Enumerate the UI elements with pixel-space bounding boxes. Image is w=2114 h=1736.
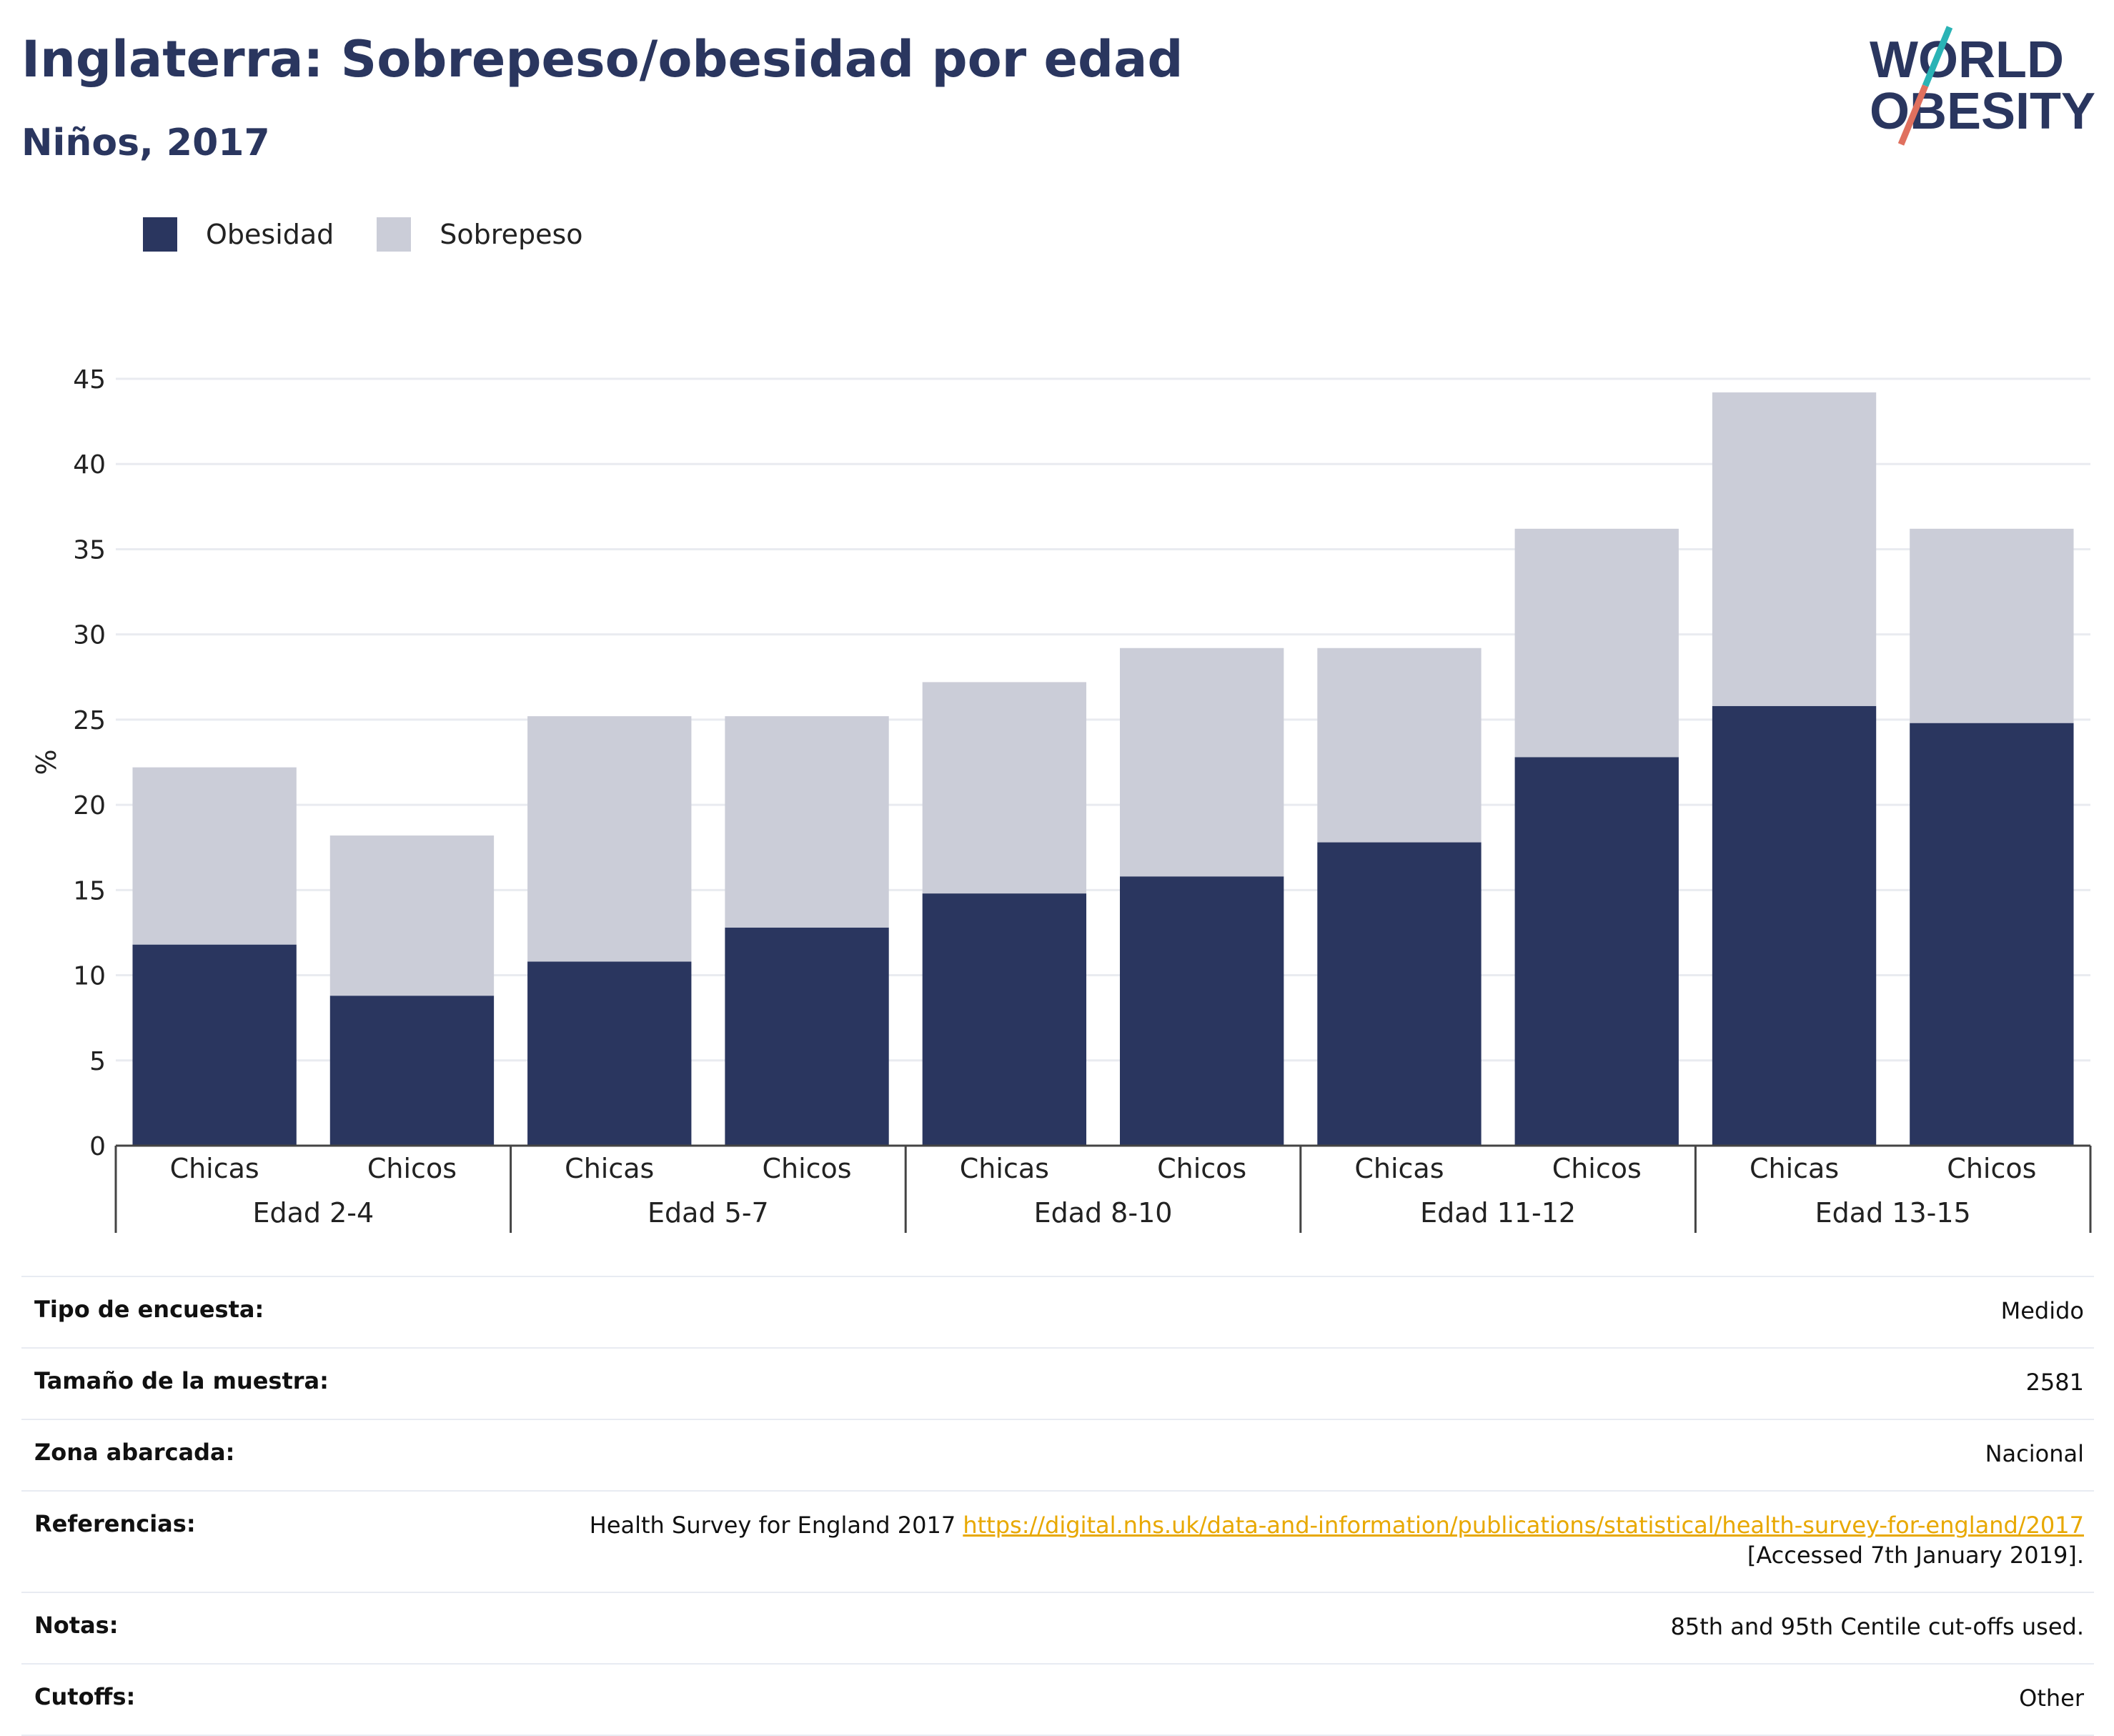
y-tick-label: 35 — [73, 535, 106, 565]
bar-overweight — [527, 716, 692, 962]
bar-overweight — [725, 716, 889, 928]
chart-subtitle: Niños, 2017 — [21, 121, 270, 164]
info-value: Other — [2019, 1685, 2084, 1712]
bar-overweight — [922, 682, 1087, 894]
bar-overweight — [1712, 392, 1877, 706]
legend-item-overweight: Sobrepeso — [377, 217, 583, 252]
info-row-cutoffs: Cutoffs: Other — [21, 1663, 2094, 1736]
y-tick-label: 15 — [73, 876, 106, 906]
chart-title: Inglaterra: Sobrepeso/obesidad por edad — [21, 30, 1183, 89]
info-key: Referencias: — [34, 1510, 196, 1537]
legend-swatch-overweight — [377, 217, 412, 252]
world-obesity-logo: WORLD OBESITY — [1870, 26, 2095, 146]
x-tick-label: Chicos — [367, 1153, 457, 1184]
x-group-label: Edad 2-4 — [252, 1197, 374, 1229]
info-value: Nacional — [1985, 1440, 2084, 1467]
y-tick-label: 10 — [73, 962, 106, 991]
chart-legend: Obesidad Sobrepeso — [143, 214, 626, 254]
y-tick-label: 45 — [73, 365, 106, 395]
y-tick-label: 0 — [89, 1132, 106, 1161]
bar-obesity — [132, 944, 297, 1146]
info-key: Tipo de encuesta: — [34, 1296, 264, 1323]
legend-swatch-obesity — [143, 217, 177, 252]
info-row-area: Zona abarcada: Nacional — [21, 1419, 2094, 1490]
logo-line-1: WORLD — [1870, 31, 2064, 89]
x-tick-label: Chicas — [1354, 1153, 1444, 1184]
x-tick-label: Chicas — [1750, 1153, 1839, 1184]
x-tick-label: Chicas — [565, 1153, 654, 1184]
x-group-label: Edad 11-12 — [1420, 1197, 1576, 1229]
bar-overweight — [1317, 648, 1482, 843]
bar-obesity — [1514, 757, 1679, 1146]
bar-obesity — [1712, 705, 1877, 1146]
info-key: Notas: — [34, 1612, 119, 1639]
stacked-bar-chart: 0 5 10 15 20 25 30 35 40 45% Chicas Chicos Chicas Chi… — [31, 365, 2092, 1233]
bar-overweight — [329, 835, 495, 996]
bar-obesity — [725, 927, 889, 1146]
bar-overweight — [1119, 648, 1284, 877]
info-row-notes: Notas: 85th and 95th Centile cut-offs us… — [21, 1592, 2094, 1663]
bar-obesity — [1910, 723, 2074, 1146]
legend-label-overweight: Sobrepeso — [440, 219, 583, 250]
x-group-label: Edad 13-15 — [1815, 1197, 1971, 1229]
y-tick-label: 40 — [73, 450, 106, 480]
reference-accessed: [Accessed 7th January 2019]. — [1747, 1542, 2084, 1569]
info-key: Zona abarcada: — [34, 1439, 235, 1466]
info-value: Medido — [2000, 1297, 2084, 1324]
x-tick-label: Chicos — [1947, 1153, 2036, 1184]
y-tick-label: 30 — [73, 621, 106, 650]
reference-link[interactable]: https://digital.nhs.uk/data-and-informat… — [963, 1512, 2084, 1539]
bar-obesity — [1317, 842, 1482, 1146]
x-group-label: Edad 8-10 — [1034, 1197, 1173, 1229]
bar-obesity — [527, 961, 692, 1146]
x-tick-label: Chicas — [170, 1153, 259, 1184]
x-tick-label: Chicos — [762, 1153, 851, 1184]
x-tick-label: Chicas — [960, 1153, 1049, 1184]
x-tick-label: Chicos — [1157, 1153, 1246, 1184]
y-axis-label: % — [31, 749, 62, 775]
bar-overweight — [1910, 528, 2074, 723]
info-key: Tamaño de la muestra: — [34, 1367, 329, 1394]
info-row-survey-type: Tipo de encuesta: Medido — [21, 1276, 2094, 1347]
info-value: 85th and 95th Centile cut-offs used. — [1670, 1613, 2084, 1640]
bar-overweight — [132, 767, 297, 945]
y-tick-label: 25 — [73, 706, 106, 735]
info-row-references: Referencias: Health Survey for England 2… — [21, 1490, 2094, 1592]
bar-obesity — [1119, 876, 1284, 1146]
legend-item-obesity: Obesidad — [143, 217, 334, 252]
info-value: 2581 — [2025, 1369, 2084, 1396]
bar-obesity — [329, 996, 495, 1146]
survey-info-table: Tipo de encuesta: Medido Tamaño de la mu… — [21, 1276, 2094, 1736]
reference-text: Health Survey for England 2017 — [589, 1512, 963, 1539]
bar-overweight — [1514, 528, 1679, 758]
x-group-label: Edad 5-7 — [647, 1197, 769, 1229]
legend-label-obesity: Obesidad — [206, 219, 334, 250]
x-tick-label: Chicos — [1552, 1153, 1642, 1184]
y-tick-label: 5 — [89, 1047, 106, 1076]
y-tick-label: 20 — [73, 791, 106, 820]
info-row-sample-size: Tamaño de la muestra: 2581 — [21, 1347, 2094, 1419]
info-value: Health Survey for England 2017 https://d… — [590, 1510, 2084, 1570]
info-key: Cutoffs: — [34, 1683, 136, 1710]
bar-obesity — [922, 893, 1087, 1146]
